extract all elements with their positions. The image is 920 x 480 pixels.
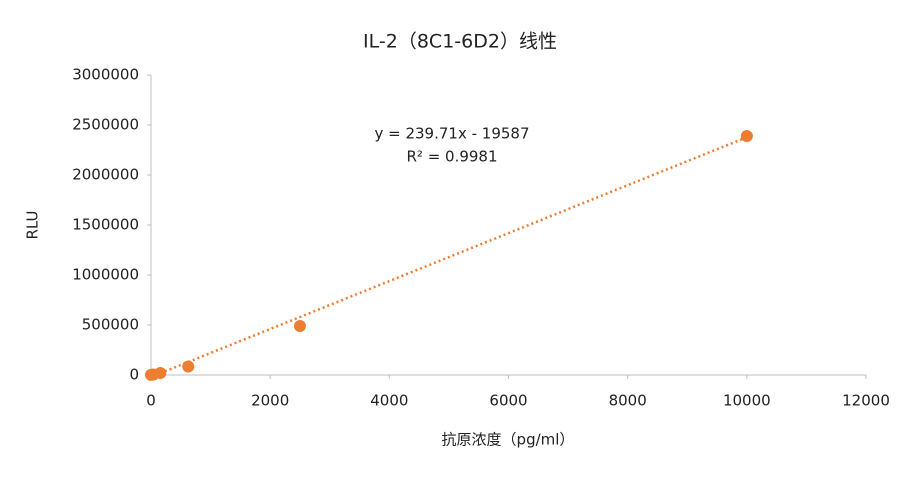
trendline-r2: R² = 0.9981 (406, 148, 497, 166)
data-point (293, 320, 306, 332)
trendline-equation: y = 239.71x - 19587 (374, 125, 529, 143)
data-point (182, 360, 195, 373)
y-axis-label: RLU (24, 210, 42, 239)
x-tick-label: 10000 (723, 392, 771, 410)
x-tick-label: 2000 (251, 392, 289, 410)
chart-title: IL-2（8C1-6D2）线性 (363, 31, 557, 53)
y-tick-label: 1000000 (72, 266, 139, 284)
x-tick-label: 6000 (489, 392, 527, 410)
y-tick-label: 2000000 (72, 166, 139, 184)
y-tick-label: 1500000 (72, 216, 139, 234)
y-tick-label: 0 (129, 366, 139, 384)
data-point (740, 130, 753, 142)
y-tick-label: 2500000 (72, 116, 139, 134)
y-tick-label: 500000 (82, 316, 139, 334)
trendline (150, 136, 748, 379)
data-point (154, 367, 167, 379)
y-tick-label: 3000000 (72, 66, 139, 84)
x-tick-label: 0 (146, 392, 156, 410)
x-tick-label: 12000 (842, 392, 890, 410)
x-tick-label: 8000 (609, 392, 647, 410)
x-tick-label: 4000 (370, 392, 408, 410)
x-axis-label: 抗原浓度（pg/ml） (442, 431, 575, 449)
